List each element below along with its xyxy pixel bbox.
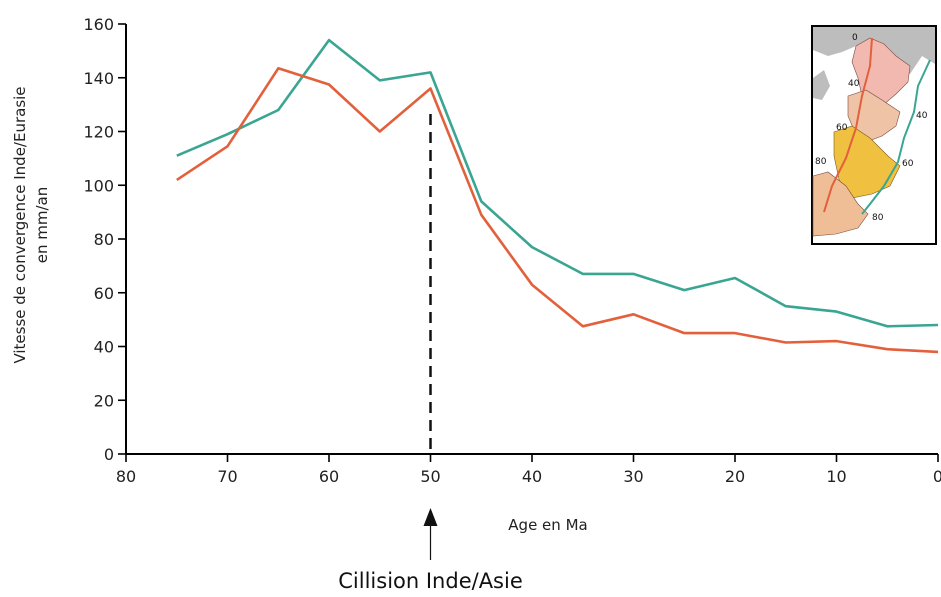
y-axis-label-line1: Vitesse de convergence Inde/Eurasie <box>11 86 29 363</box>
x-axis: 80 70 60 50 40 30 20 10 0 <box>116 454 941 486</box>
x-tick-label: 70 <box>217 467 237 486</box>
y-tick-label: 0 <box>104 445 114 464</box>
inset-africa-landmass <box>813 70 830 100</box>
inset-label-green-40: 40 <box>916 111 928 121</box>
x-tick-label: 20 <box>725 467 745 486</box>
x-tick-label: 0 <box>933 467 941 486</box>
inset-red-trajectory <box>823 37 873 213</box>
inset-india-80ma <box>812 171 869 237</box>
x-tick-label: 50 <box>420 467 440 486</box>
inset-label-red-40: 40 <box>848 79 860 89</box>
x-tick-label: 80 <box>116 467 136 486</box>
series-line-2 <box>176 67 939 354</box>
x-axis-label: Age en Ma <box>508 516 587 534</box>
y-axis-label-line2: en mm/an <box>33 187 51 263</box>
y-tick-label: 60 <box>94 284 114 303</box>
y-tick-label: 20 <box>94 391 114 410</box>
inset-label-red-0: 0 <box>852 33 858 43</box>
y-tick-label: 40 <box>94 338 114 357</box>
inset-map: 0 40 60 80 40 60 80 <box>811 25 937 245</box>
inset-label-red-80: 80 <box>815 157 827 167</box>
x-tick-label: 30 <box>623 467 643 486</box>
y-tick-label: 140 <box>83 69 114 88</box>
y-tick-label: 100 <box>83 176 114 195</box>
inset-label-green-80: 80 <box>872 213 884 223</box>
y-tick-label: 80 <box>94 230 114 249</box>
inset-label-red-60: 60 <box>836 123 848 133</box>
y-axis: 0 20 40 60 80 100 120 140 160 <box>83 15 126 464</box>
collision-annotation: Cillision Inde/Asie <box>338 569 523 593</box>
y-tick-label: 160 <box>83 15 114 34</box>
series-layer <box>176 38 939 354</box>
x-tick-label: 60 <box>319 467 339 486</box>
x-tick-label: 40 <box>522 467 542 486</box>
x-tick-label: 10 <box>826 467 846 486</box>
inset-label-green-60: 60 <box>902 159 914 169</box>
inset-green-trajectory <box>861 59 931 215</box>
y-tick-label: 120 <box>83 123 114 142</box>
collision-arrow <box>423 508 438 560</box>
